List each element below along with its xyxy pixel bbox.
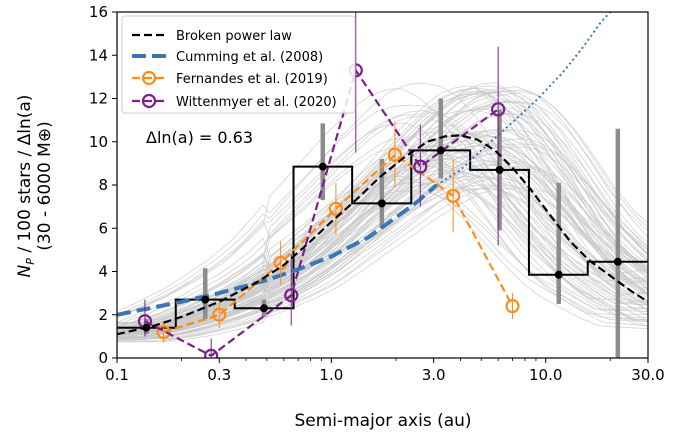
series-line-cumming: [117, 183, 439, 317]
fernandes-point: [328, 201, 344, 216]
y-tick-label: 6: [98, 219, 108, 237]
histogram-point: [318, 162, 327, 171]
y-axis-label-sub: P: [24, 258, 37, 265]
histogram-point: [613, 257, 622, 266]
x-tick-label: 1.0: [319, 366, 343, 384]
histogram-point: [259, 304, 268, 313]
series-line-broken-power-law: [117, 134, 648, 336]
x-tick-label: 10.0: [529, 366, 562, 384]
histogram-point: [142, 323, 151, 332]
histogram-point: [495, 165, 504, 174]
fernandes-point: [446, 188, 461, 203]
histogram-point: [377, 199, 386, 208]
x-tick-label: 30.0: [631, 366, 664, 384]
y-axis-label-line2: (30 - 6000 M⊕): [35, 121, 55, 250]
x-axis-label: Semi-major axis (au): [294, 411, 471, 431]
y-tick-label: 0: [98, 349, 108, 367]
legend-marker: [141, 93, 157, 109]
y-tick-label: 12: [89, 90, 108, 108]
legend-label: Cumming et al. (2008): [176, 50, 323, 65]
legend-label: Fernandes et al. (2019): [176, 72, 328, 87]
fernandes-point: [212, 307, 227, 322]
wittenmyer-point: [204, 348, 219, 358]
y-tick-label: 14: [89, 46, 108, 64]
y-axis-label-rest: / 100 stars / Δln(a): [15, 95, 35, 259]
series-line-cumming-extrapolation: [436, 12, 612, 186]
histogram-point: [201, 295, 210, 304]
legend-marker: [141, 70, 157, 86]
fernandes-point: [387, 147, 403, 162]
wittenmyer-point: [491, 102, 506, 117]
y-tick-label: 2: [98, 306, 108, 324]
x-tick-label: 0.1: [105, 366, 129, 384]
fernandes-point: [156, 324, 171, 340]
legend-box: [121, 15, 356, 114]
series-line-fernandes: [163, 153, 514, 334]
legend-label: Broken power law: [176, 29, 292, 44]
axes: 0 2 4 6 8 10 12 14 16 0.1 0.3 1.0 3.0 10.0 30.0: [89, 3, 665, 384]
annotation-delta-ln-a: Δln(a) = 0.63: [146, 128, 253, 147]
y-tick-label: 10: [89, 133, 108, 151]
histogram-point: [554, 270, 563, 279]
y-axis-label-line1: NP / 100 stars / Δln(a): [15, 95, 37, 278]
y-tick-label: 8: [98, 176, 108, 194]
legend-label: Wittenmyer et al. (2020): [176, 95, 337, 110]
fernandes-point: [505, 299, 520, 314]
histogram-point: [436, 146, 445, 155]
wittenmyer-point: [413, 159, 428, 174]
x-tick-label: 0.3: [207, 366, 231, 384]
x-tick-label: 3.0: [422, 366, 446, 384]
series-line-wittenmyer: [144, 67, 499, 358]
plot-area: [117, 12, 648, 358]
y-tick-label: 4: [98, 263, 108, 281]
wittenmyer-point: [284, 288, 299, 303]
y-axis-label-n: N: [15, 264, 35, 277]
legend: Broken power law Cumming et al. (2008) Fer…: [121, 15, 356, 114]
y-tick-label: 16: [89, 3, 108, 21]
